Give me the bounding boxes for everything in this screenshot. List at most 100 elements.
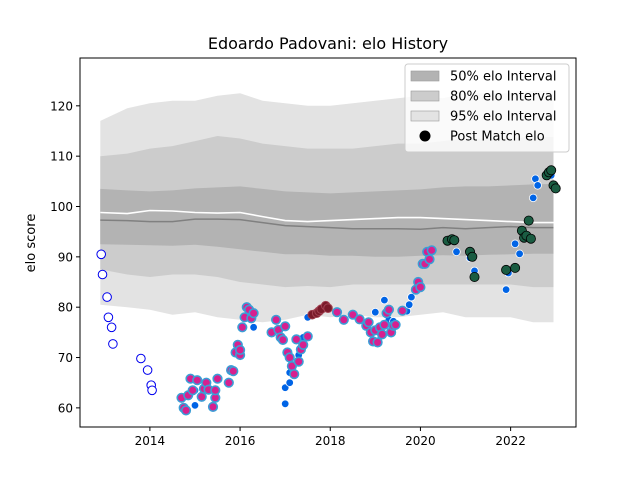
elo-point [372,337,383,348]
elo-point [469,271,480,282]
x-tick-label: 2016 [225,434,256,448]
x-tick-label: 2014 [135,434,166,448]
legend-swatch [410,70,440,82]
elo-point [103,312,114,323]
elo-point [525,233,536,244]
elo-point [249,323,258,332]
x-tick-label: 2020 [405,434,436,448]
elo-point [415,282,426,293]
elo-point [449,235,460,246]
elo-point [207,401,219,413]
elo-point [196,391,207,402]
elo-point [363,317,374,328]
elo-point [397,305,408,316]
median-line [100,218,554,230]
y-tick-label: 120 [50,99,73,113]
elo-point [248,308,259,319]
elo-point [291,334,302,345]
elo-point [147,385,157,396]
elo-point [108,339,118,349]
elo-point [187,385,198,396]
elo-point [380,295,389,305]
legend-swatch [410,110,440,122]
elo-point [501,285,511,294]
elo-point [371,308,380,317]
elo-point [523,215,534,226]
elo-point [467,251,478,262]
y-tick-label: 90 [58,250,73,264]
elo-point [354,314,365,325]
elo-point [281,399,290,408]
elo-point [510,239,520,248]
y-axis: 60 70 80 90 100 110 120 [50,99,80,415]
plot-frame [79,57,577,428]
elo-point [407,292,416,302]
elo-point [390,319,401,330]
elo-point [426,245,437,256]
elo-point [192,375,203,386]
legend-label: 95% elo Interval [450,110,557,125]
chart-title: Edoardo Padovani: elo History [208,34,448,53]
post-match-points [96,165,561,416]
legend-box [404,63,570,153]
elo-point [136,353,146,364]
elo-point [102,292,112,302]
elo-point [377,329,388,340]
elo-point [289,369,300,380]
legend: 50% elo Interval 80% elo Interval 95% elo … [404,63,570,153]
elo-point [142,365,153,375]
y-tick-label: 70 [58,351,73,365]
elo-point [501,264,512,275]
elo-point [529,193,538,203]
elo-point [106,322,117,333]
elo-point [223,377,234,388]
elo-point [347,309,358,320]
elo-point [302,331,313,342]
elo-point [190,401,200,410]
elo-point [546,165,557,176]
elo-point [405,300,414,309]
elo-point [228,366,239,377]
elo-point [284,352,295,363]
y-tick-label: 110 [50,150,73,164]
legend-label: 80% elo Interval [450,90,557,105]
legend-label: Post Match elo [450,130,545,145]
elo-point [210,385,221,396]
mean-line [100,209,554,224]
elo-point [452,247,461,256]
elo-point [338,314,349,325]
elo-point [293,356,304,367]
elo-point [97,269,108,280]
elo-point [298,339,309,351]
elo-point [271,314,282,325]
elo-point [212,373,223,384]
x-tick-label: 2018 [315,434,346,448]
elo-point [237,322,248,333]
elo-point [277,334,289,346]
x-tick-label: 2022 [495,434,526,448]
legend-swatch [410,90,440,102]
y-tick-label: 100 [50,200,73,214]
legend-label: 50% elo Interval [450,70,557,85]
elo-point [280,321,291,332]
elo-point [383,304,395,315]
elo-point [533,181,542,190]
y-axis-label: elo score [24,214,39,273]
elo-point [323,303,333,314]
elo-point [379,319,390,330]
center-lines [100,209,554,230]
elo-point [331,307,343,318]
y-tick-label: 60 [58,401,73,415]
x-axis: 2014 2016 2018 2020 2022 [135,427,526,448]
elo-point [510,262,521,273]
legend-marker [419,130,431,142]
elo-point [235,344,246,356]
elo-point [96,249,106,260]
elo-point [515,249,524,258]
elo-point [180,405,192,416]
elo-point [550,183,561,194]
elo-point [285,378,294,387]
elo-point [424,254,435,265]
y-tick-label: 80 [58,301,73,315]
